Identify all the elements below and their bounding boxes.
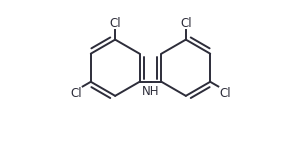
Text: NH: NH [142, 85, 159, 98]
Text: Cl: Cl [219, 87, 231, 100]
Text: Cl: Cl [109, 16, 121, 30]
Text: Cl: Cl [70, 87, 82, 100]
Text: Cl: Cl [180, 16, 192, 30]
